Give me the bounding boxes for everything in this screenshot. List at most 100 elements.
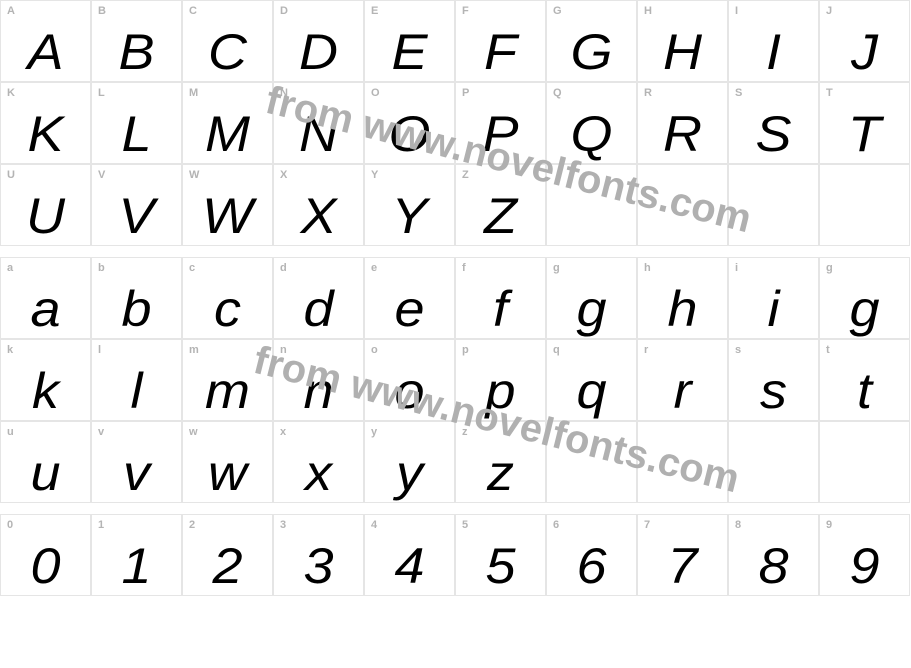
- cell-label: d: [280, 262, 287, 274]
- cell-label: r: [644, 344, 648, 356]
- cell-glyph: 9: [819, 539, 910, 593]
- cell-glyph: 5: [455, 539, 546, 593]
- glyph-cell: UU: [0, 164, 91, 246]
- cell-label: 8: [735, 519, 741, 531]
- glyph-cell: [637, 421, 728, 503]
- cell-label: 4: [371, 519, 377, 531]
- cell-label: z: [462, 426, 468, 438]
- cell-label: 2: [189, 519, 195, 531]
- cell-label: R: [644, 87, 652, 99]
- cell-glyph: P: [455, 107, 546, 161]
- cell-glyph: Q: [546, 107, 637, 161]
- glyph-row: AABBCCDDEEFFGGHHIIJJ: [0, 0, 911, 82]
- cell-glyph: v: [91, 446, 182, 500]
- cell-glyph: z: [455, 446, 546, 500]
- cell-glyph: q: [546, 364, 637, 418]
- cell-glyph: C: [182, 25, 273, 79]
- cell-glyph: V: [91, 189, 182, 243]
- cell-label: B: [98, 5, 106, 17]
- cell-label: Y: [371, 169, 378, 181]
- cell-label: m: [189, 344, 199, 356]
- cell-glyph: p: [455, 364, 546, 418]
- cell-glyph: g: [546, 282, 637, 336]
- glyph-cell: hh: [637, 257, 728, 339]
- cell-glyph: 0: [0, 539, 91, 593]
- cell-label: t: [826, 344, 830, 356]
- cell-glyph: J: [819, 25, 910, 79]
- cell-label: A: [7, 5, 15, 17]
- cell-glyph: o: [364, 364, 455, 418]
- glyph-cell: 88: [728, 514, 819, 596]
- cell-glyph: h: [637, 282, 728, 336]
- cell-label: C: [189, 5, 197, 17]
- cell-glyph: 7: [637, 539, 728, 593]
- glyph-cell: pp: [455, 339, 546, 421]
- cell-glyph: w: [182, 446, 273, 500]
- cell-label: s: [735, 344, 741, 356]
- cell-label: o: [371, 344, 378, 356]
- glyph-cell: [546, 164, 637, 246]
- glyph-cell: 99: [819, 514, 910, 596]
- row-gap: [0, 246, 911, 257]
- cell-label: S: [735, 87, 742, 99]
- cell-label: p: [462, 344, 469, 356]
- glyph-row: uuvvwwxxyyzz: [0, 421, 911, 503]
- glyph-row: 00112233445566778899: [0, 514, 911, 596]
- cell-label: Z: [462, 169, 469, 181]
- glyph-cell: tt: [819, 339, 910, 421]
- glyph-cell: II: [728, 0, 819, 82]
- glyph-cell: 33: [273, 514, 364, 596]
- cell-label: J: [826, 5, 832, 17]
- glyph-cell: [819, 164, 910, 246]
- cell-glyph: 2: [182, 539, 273, 593]
- cell-glyph: 4: [364, 539, 455, 593]
- cell-glyph: 3: [273, 539, 364, 593]
- cell-label: K: [7, 87, 15, 99]
- cell-label: g: [553, 262, 560, 274]
- cell-label: n: [280, 344, 287, 356]
- glyph-row: kkllmmnnooppqqrrsstt: [0, 339, 911, 421]
- cell-glyph: 8: [728, 539, 819, 593]
- glyph-cell: AA: [0, 0, 91, 82]
- cell-glyph: W: [182, 189, 273, 243]
- glyph-cell: rr: [637, 339, 728, 421]
- cell-glyph: u: [0, 446, 91, 500]
- cell-label: l: [98, 344, 101, 356]
- glyph-cell: 44: [364, 514, 455, 596]
- cell-label: T: [826, 87, 833, 99]
- cell-glyph: S: [728, 107, 819, 161]
- cell-label: O: [371, 87, 380, 99]
- cell-label: 0: [7, 519, 13, 531]
- glyph-cell: [637, 164, 728, 246]
- glyph-cell: MM: [182, 82, 273, 164]
- glyph-cell: gg: [819, 257, 910, 339]
- cell-label: b: [98, 262, 105, 274]
- cell-glyph: l: [91, 364, 182, 418]
- glyph-cell: zz: [455, 421, 546, 503]
- cell-glyph: T: [819, 107, 910, 161]
- glyph-cell: BB: [91, 0, 182, 82]
- cell-label: V: [98, 169, 105, 181]
- glyph-cell: dd: [273, 257, 364, 339]
- cell-glyph: B: [91, 25, 182, 79]
- cell-glyph: r: [637, 364, 728, 418]
- cell-glyph: A: [0, 25, 91, 79]
- cell-glyph: c: [182, 282, 273, 336]
- cell-glyph: F: [455, 25, 546, 79]
- glyph-cell: yy: [364, 421, 455, 503]
- cell-glyph: 6: [546, 539, 637, 593]
- cell-glyph: Z: [455, 189, 546, 243]
- glyph-cell: RR: [637, 82, 728, 164]
- glyph-cell: uu: [0, 421, 91, 503]
- glyph-cell: ZZ: [455, 164, 546, 246]
- glyph-cell: TT: [819, 82, 910, 164]
- glyph-cell: 11: [91, 514, 182, 596]
- cell-glyph: x: [273, 446, 364, 500]
- cell-label: 9: [826, 519, 832, 531]
- cell-glyph: y: [364, 446, 455, 500]
- glyph-cell: kk: [0, 339, 91, 421]
- cell-glyph: e: [364, 282, 455, 336]
- glyph-cell: ll: [91, 339, 182, 421]
- glyph-cell: [546, 421, 637, 503]
- cell-label: 7: [644, 519, 650, 531]
